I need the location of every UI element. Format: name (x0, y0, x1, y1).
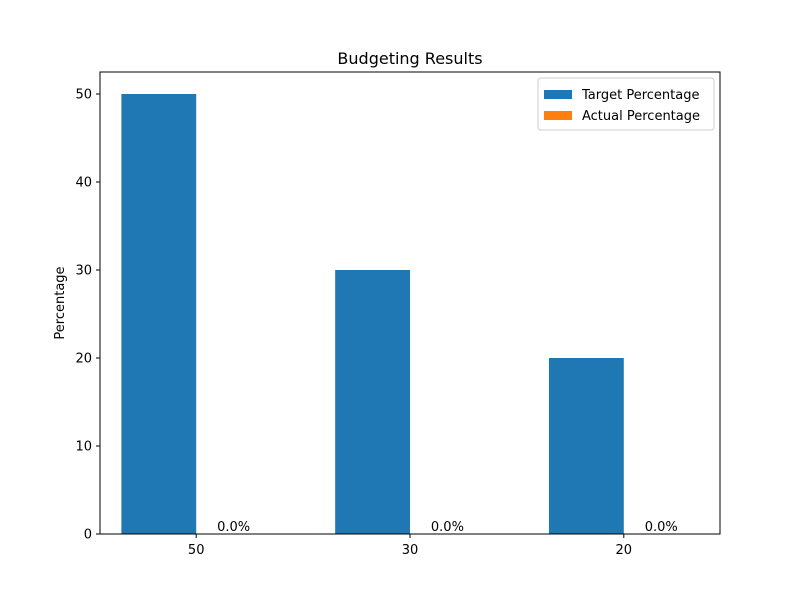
data-labels-layer: 0.0% 0.0% 0.0% (217, 520, 678, 535)
bar-target-20 (548, 358, 624, 534)
y-tick-label: 50 (75, 88, 92, 103)
chart-title: Budgeting Results (337, 49, 482, 68)
x-tick-label: 50 (188, 543, 205, 558)
legend: Target Percentage Actual Percentage (537, 77, 715, 131)
bar-target-50 (121, 94, 197, 534)
axes-layer: 0 10 20 30 40 50 50 30 20 (75, 71, 721, 558)
legend-label-actual: Actual Percentage (582, 109, 700, 124)
legend-label-target: Target Percentage (581, 88, 699, 103)
legend-swatch-target (544, 90, 572, 99)
y-tick-label: 0 (84, 528, 92, 543)
bars-layer (121, 94, 624, 534)
y-tick-label: 20 (75, 352, 92, 367)
data-label-50: 0.0% (217, 520, 250, 535)
y-axis-label: Percentage (53, 266, 68, 339)
legend-box (537, 77, 715, 131)
x-tick-label: 30 (402, 543, 419, 558)
y-tick-label: 40 (75, 176, 92, 191)
y-tick-label: 10 (75, 440, 92, 455)
bar-target-30 (335, 270, 410, 534)
y-tick-label: 30 (75, 264, 92, 279)
legend-swatch-actual (544, 111, 572, 120)
data-label-20: 0.0% (645, 520, 678, 535)
x-tick-label: 20 (616, 543, 633, 558)
data-label-30: 0.0% (431, 520, 464, 535)
